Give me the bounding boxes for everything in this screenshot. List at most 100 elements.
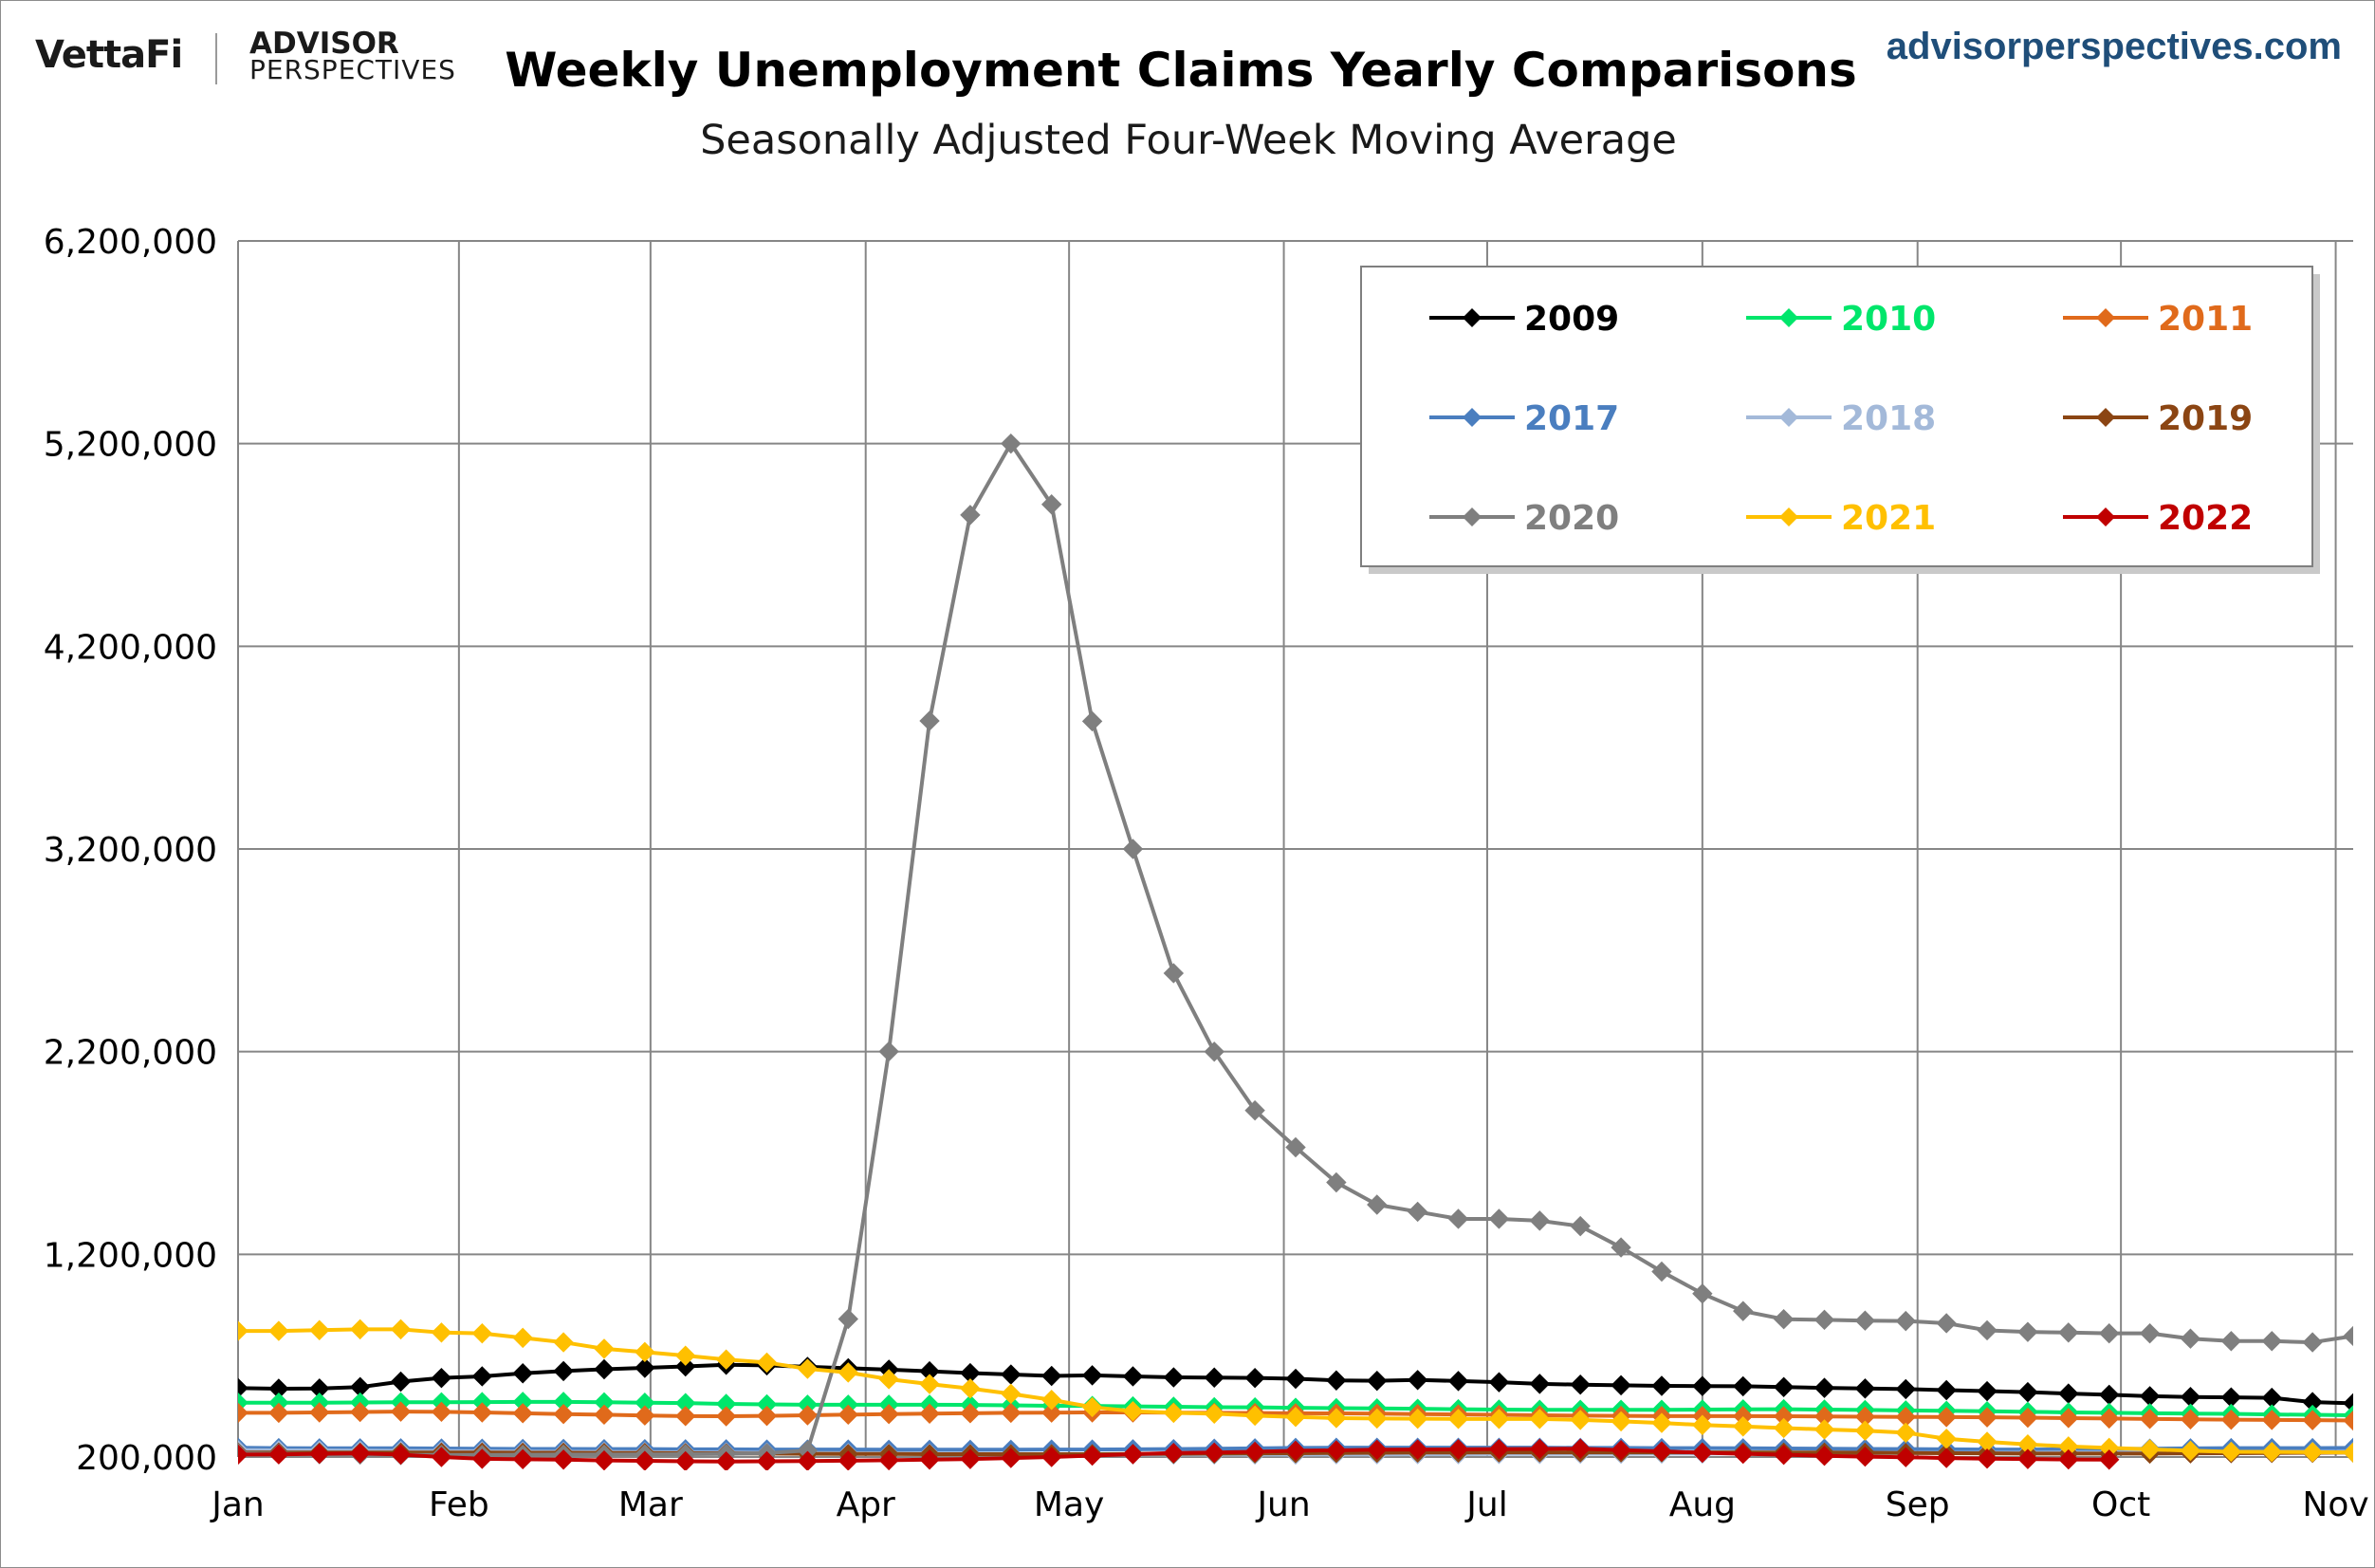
data-point-2022 [1651, 1441, 1672, 1462]
legend-marker-2010 [1779, 308, 1798, 327]
data-point-2009 [1367, 1370, 1388, 1392]
data-point-2020 [1244, 1099, 1265, 1121]
data-point-2011 [2058, 1408, 2079, 1429]
data-point-2021 [1733, 1416, 1754, 1437]
data-point-2021 [1488, 1409, 1510, 1430]
data-point-2009 [2058, 1383, 2079, 1404]
data-point-2021 [512, 1327, 533, 1349]
x-tick-label: Feb [429, 1485, 489, 1524]
x-tick-label: Mar [618, 1485, 683, 1524]
data-point-2020 [1692, 1283, 1713, 1304]
data-point-2022 [1367, 1439, 1388, 1461]
legend-marker-2020 [1463, 507, 1482, 526]
data-point-2020 [1611, 1237, 1631, 1258]
data-point-2021 [268, 1320, 289, 1341]
legend-item-2018[interactable]: 2018 [1746, 399, 1936, 438]
data-point-2020 [2302, 1332, 2323, 1353]
data-point-2021 [1895, 1422, 1916, 1444]
legend-item-2010[interactable]: 2010 [1746, 300, 1936, 339]
data-point-2021 [1692, 1414, 1713, 1435]
data-point-2021 [1122, 1401, 1144, 1422]
vettafi-logo: VettaFi [35, 33, 183, 77]
data-point-2020 [1773, 1309, 1795, 1330]
data-point-2021 [1651, 1412, 1672, 1433]
legend-item-2021[interactable]: 2021 [1746, 499, 1936, 538]
data-point-2011 [878, 1403, 899, 1425]
data-point-2022 [1611, 1440, 1631, 1461]
y-tick-label: 6,200,000 [44, 223, 217, 262]
data-point-2021 [1529, 1409, 1551, 1430]
y-tick-label: 5,200,000 [44, 426, 217, 465]
x-tick-label: Jan [210, 1485, 265, 1524]
data-point-2022 [1773, 1444, 1795, 1466]
x-tick-label: Oct [2091, 1485, 2150, 1524]
data-point-2022 [2058, 1448, 2079, 1470]
legend-item-2017[interactable]: 2017 [1429, 399, 1619, 438]
data-point-2022 [1977, 1448, 1998, 1469]
data-point-2009 [1692, 1375, 1713, 1396]
data-point-2011 [797, 1405, 819, 1426]
data-point-2022 [1447, 1439, 1469, 1460]
data-point-2009 [1936, 1379, 1957, 1401]
chart-title: Weekly Unemployment Claims Yearly Compar… [1, 43, 2375, 98]
data-point-2021 [756, 1352, 778, 1374]
data-point-2022 [960, 1448, 981, 1469]
data-point-2021 [1326, 1408, 1347, 1429]
data-point-2022 [594, 1449, 615, 1470]
x-tick-label: Nov [2302, 1485, 2368, 1524]
data-point-2011 [238, 1402, 249, 1424]
data-point-2022 [1122, 1444, 1144, 1465]
legend-marker-2019 [2096, 408, 2115, 427]
legend-item-2019[interactable]: 2019 [2063, 399, 2253, 438]
data-point-2022 [1936, 1448, 1957, 1468]
data-point-2021 [1447, 1409, 1469, 1430]
data-point-2021 [238, 1320, 249, 1341]
x-axis-tick-labels: JanFebMarAprMayJunJulAugSepOctNovDec [210, 1485, 2368, 1524]
data-point-2009 [2017, 1381, 2038, 1403]
logo-divider [215, 33, 217, 84]
data-point-2011 [431, 1401, 452, 1423]
data-point-2009 [1040, 1365, 1062, 1387]
data-point-2009 [2098, 1384, 2120, 1406]
x-tick-label: Sep [1886, 1485, 1950, 1524]
data-point-2011 [756, 1405, 778, 1427]
site-url-link[interactable]: advisorperspectives.com [1886, 26, 2342, 67]
data-point-2011 [390, 1401, 412, 1422]
data-point-2022 [1854, 1446, 1876, 1467]
legend-item-2011[interactable]: 2011 [2063, 300, 2253, 339]
data-point-2021 [635, 1341, 655, 1363]
data-point-2020 [1326, 1171, 1347, 1193]
data-point-2020 [1367, 1194, 1388, 1215]
data-point-2020 [2098, 1322, 2120, 1344]
legend-marker-2021 [1779, 507, 1798, 526]
data-point-2009 [431, 1367, 452, 1389]
data-point-2009 [1570, 1374, 1591, 1395]
data-point-2022 [797, 1450, 819, 1470]
data-point-2011 [1977, 1407, 1998, 1428]
legend-item-2020[interactable]: 2020 [1429, 499, 1619, 538]
data-point-2022 [1813, 1446, 1835, 1467]
legend-item-2022[interactable]: 2022 [2063, 499, 2253, 538]
data-point-2009 [1813, 1377, 1835, 1398]
data-point-2021 [1611, 1411, 1631, 1432]
data-point-2022 [1244, 1441, 1265, 1463]
data-point-2020 [2017, 1321, 2038, 1342]
data-point-2021 [2302, 1442, 2323, 1463]
legend-item-2009[interactable]: 2009 [1429, 300, 1619, 339]
legend-box [1360, 266, 2313, 567]
data-point-2020 [2220, 1331, 2242, 1352]
data-point-2011 [960, 1403, 981, 1424]
data-point-2009 [1488, 1372, 1510, 1393]
data-point-2022 [635, 1450, 655, 1470]
y-axis-tick-labels: 200,000 1,200,000 2,200,000 3,200,000 4,200,… [44, 223, 217, 1478]
legend-label-2011: 2011 [2158, 300, 2253, 339]
data-point-2011 [594, 1404, 615, 1426]
data-point-2022 [309, 1443, 330, 1465]
data-point-2021 [960, 1378, 981, 1399]
data-point-2011 [1001, 1402, 1022, 1424]
data-point-2021 [1407, 1408, 1428, 1430]
data-point-2021 [797, 1358, 819, 1379]
data-point-2022 [1081, 1445, 1103, 1467]
data-point-2011 [2139, 1409, 2161, 1430]
